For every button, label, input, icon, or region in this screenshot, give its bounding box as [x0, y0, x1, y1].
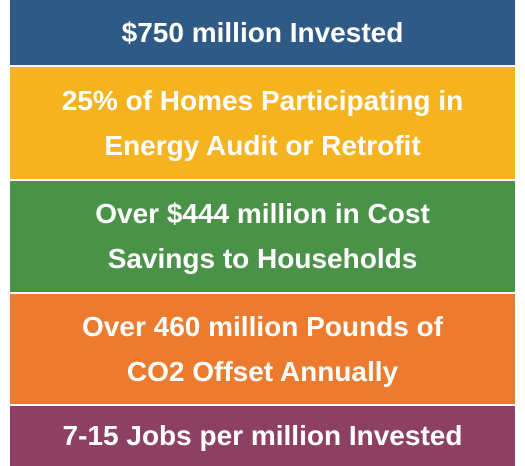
band: Over $444 million in Cost Savings to Hous… [10, 181, 515, 292]
band-text: Savings to Households [107, 243, 418, 274]
band-text: Over 460 million Pounds of [82, 311, 443, 342]
band-text: CO2 Offset Annually [126, 356, 399, 387]
band-text: 7-15 Jobs per million Invested [62, 420, 463, 451]
band: 25% of Homes Participating in Energy Audi… [10, 67, 515, 179]
band-text: Energy Audit or Retrofit [104, 130, 421, 161]
band-text: Over $444 million in Cost [95, 198, 430, 229]
infographic: $750 million Invested 25% of Homes Parti… [10, 0, 515, 466]
band: Over 460 million Pounds of CO2 Offset Ann… [10, 294, 515, 404]
band-text: 25% of Homes Participating in [61, 85, 464, 116]
band: 7-15 Jobs per million Invested [10, 406, 515, 466]
band-text: $750 million Invested [121, 17, 404, 48]
band: $750 million Invested [10, 0, 515, 65]
